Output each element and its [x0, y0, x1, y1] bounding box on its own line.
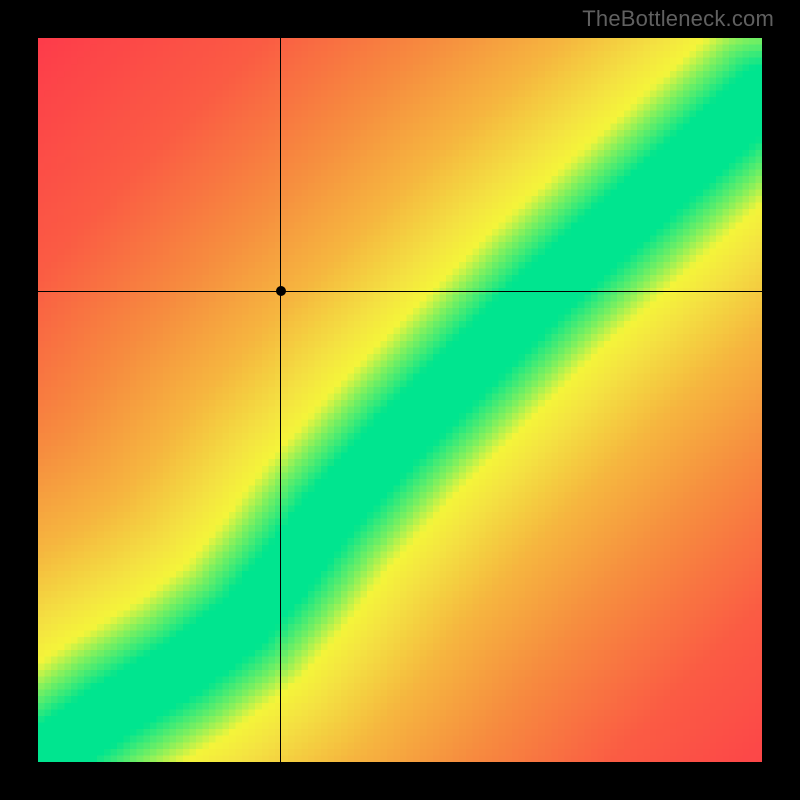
- data-point-marker: [276, 286, 286, 296]
- chart-container: TheBottleneck.com: [0, 0, 800, 800]
- bottleneck-heatmap: [38, 38, 762, 762]
- crosshair-vertical: [280, 38, 281, 762]
- crosshair-horizontal: [38, 291, 762, 292]
- watermark-text: TheBottleneck.com: [582, 6, 774, 32]
